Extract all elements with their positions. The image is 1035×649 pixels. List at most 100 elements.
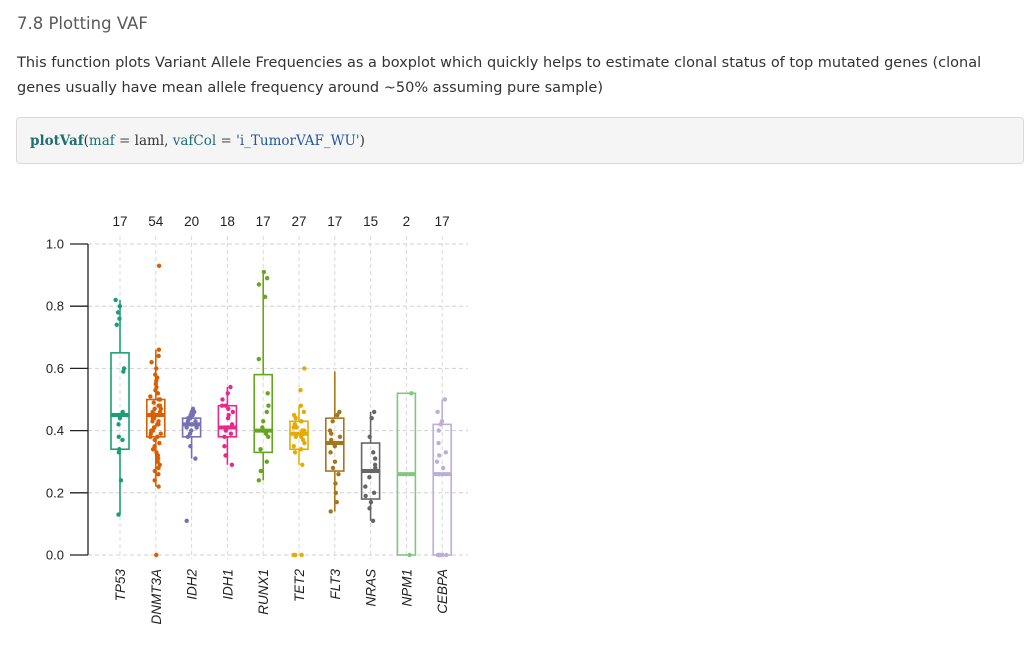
data-point (155, 434, 160, 440)
data-point (151, 400, 156, 405)
data-point (330, 465, 336, 471)
gene-label-runx1: RUNX1 (256, 569, 271, 615)
gene-label-dnmt3a: DNMT3A (149, 569, 164, 625)
data-point (156, 471, 161, 477)
data-point (293, 434, 298, 440)
data-point (157, 397, 163, 402)
box-tp53 (110, 297, 130, 517)
data-point (189, 422, 195, 427)
data-point (258, 468, 263, 474)
data-point (187, 431, 193, 436)
code-comma: , (164, 133, 173, 149)
data-point (222, 443, 227, 449)
data-point (367, 434, 372, 440)
data-point (371, 409, 377, 415)
data-point (261, 428, 266, 433)
data-point (117, 415, 123, 421)
box-runx1 (253, 269, 273, 483)
data-point (152, 406, 157, 412)
data-point (156, 412, 162, 418)
vaf-boxplot-chart: 0.00.20.40.60.81.0 17TP5354DNMT3A20IDH21… (46, 214, 468, 625)
data-point (264, 459, 269, 464)
data-point (301, 409, 307, 415)
data-point (442, 397, 448, 402)
data-point (298, 447, 304, 452)
box-iqr (253, 373, 273, 454)
box-npm1 (396, 391, 417, 558)
data-point (330, 440, 335, 446)
data-point (265, 391, 270, 396)
data-point (328, 509, 333, 514)
data-point (193, 456, 198, 461)
data-point (434, 459, 440, 464)
data-point (117, 316, 122, 321)
labels-layer: 17 TP53 54 DNMT3A 20 IDH2 18 IDH1 17 RUNX1 27 TET2 1… (112, 214, 450, 625)
data-point (157, 440, 162, 446)
count-label-runx1: 17 (256, 214, 271, 229)
data-point (261, 269, 267, 275)
data-point (293, 415, 298, 421)
data-point (194, 422, 199, 427)
box-cebpa (432, 397, 453, 558)
count-label-idh1: 18 (220, 214, 235, 229)
data-point (263, 431, 269, 436)
data-point (121, 369, 126, 374)
y-tick-label: 0.2 (46, 485, 64, 500)
box-idh2 (181, 406, 202, 523)
code-arg1-name: maf (88, 133, 115, 149)
data-point (333, 490, 339, 495)
data-point (298, 403, 304, 408)
data-point (367, 506, 372, 511)
box-tet2 (289, 366, 309, 558)
data-point (330, 419, 335, 424)
data-point (302, 440, 307, 446)
gene-label-tp53: TP53 (113, 569, 128, 602)
code-equals-2: = (216, 133, 237, 149)
data-point (436, 440, 441, 446)
data-point (436, 471, 442, 477)
data-point (369, 415, 374, 421)
data-point (156, 465, 161, 471)
data-point (225, 415, 231, 421)
data-point (337, 434, 343, 440)
data-point (150, 428, 156, 433)
data-point (372, 462, 378, 468)
data-point (155, 459, 160, 464)
code-arg1-value: laml (134, 133, 165, 149)
data-point (156, 263, 162, 268)
code-close-paren: ) (359, 133, 365, 149)
data-point (329, 431, 334, 436)
data-point (222, 434, 227, 440)
section-title: 7.8 Plotting VAF (17, 14, 148, 33)
data-point (229, 462, 235, 468)
data-point (150, 419, 155, 424)
data-point (152, 437, 157, 443)
data-point (149, 359, 154, 365)
y-tick-label: 0.4 (46, 423, 64, 438)
gene-label-npm1: NPM1 (399, 569, 414, 607)
data-point (292, 450, 298, 455)
count-label-idh2: 20 (184, 214, 199, 229)
y-axis: 0.0 0.2 0.4 0.6 0.8 1.0 (46, 237, 89, 563)
data-point (333, 481, 338, 486)
data-point (291, 443, 296, 449)
data-point (156, 484, 161, 489)
data-point (219, 403, 225, 408)
gene-label-idh1: IDH1 (220, 569, 235, 600)
box-iqr (432, 423, 453, 556)
data-point (444, 552, 449, 558)
data-point (437, 552, 442, 558)
data-point (230, 409, 236, 415)
grid-layer (88, 236, 468, 559)
data-point (187, 415, 193, 421)
y-tick-label: 0.8 (46, 299, 64, 314)
data-point (262, 294, 268, 300)
data-point (190, 412, 195, 418)
count-label-dnmt3a: 54 (148, 214, 164, 229)
data-point (299, 419, 304, 424)
data-point (154, 422, 160, 427)
data-point (302, 366, 307, 371)
data-point (261, 419, 266, 424)
y-tick-label: 0.6 (46, 361, 64, 376)
gene-label-idh2: IDH2 (185, 569, 200, 600)
